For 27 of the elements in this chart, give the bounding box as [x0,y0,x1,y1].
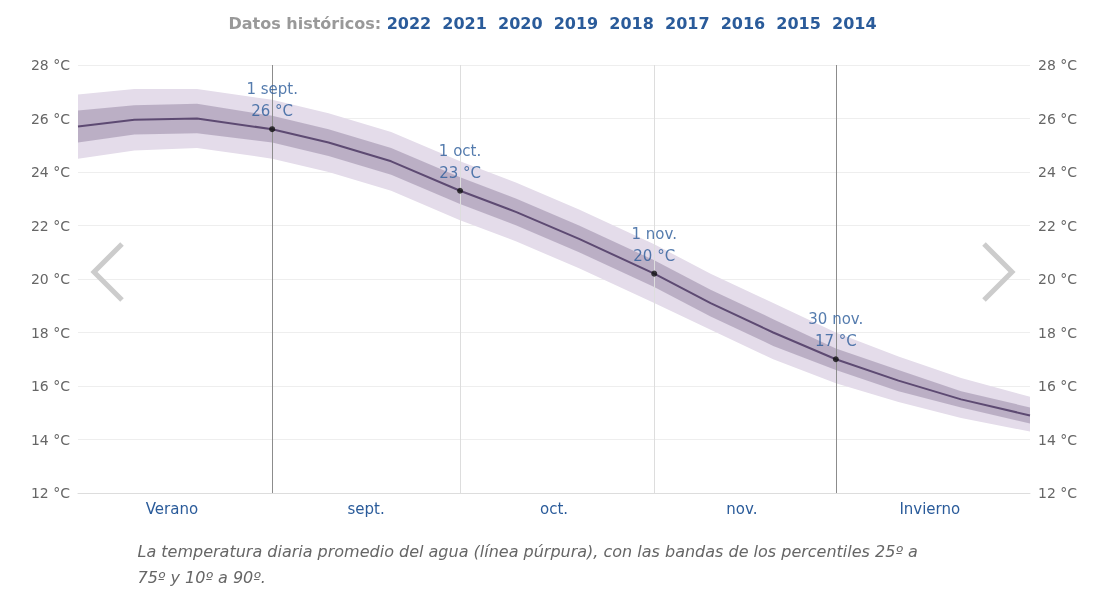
y-tick-label: 24 °C [30,164,71,180]
y2-tick-label: 14 °C [1038,431,1078,448]
x-tick-label: Invierno [899,499,961,518]
y2-tick-label: 24 °C [1038,164,1078,180]
y2-tick-label: 20 °C [1038,271,1078,287]
text: La temperatura diaria promedio del agua (línea púrpura), con las bandas de los percentiles 25º a 75º y 10º a 90º. [137,541,923,587]
y-tick-label: 28 °C [30,57,71,73]
y-tick-label: 14 °C [30,431,71,448]
y2-tick-label: 22 °C [1038,217,1078,234]
annotation: 1 oct. 23 °C [438,141,482,182]
y-tick-label: 18 °C [30,324,71,341]
y2-tick-label: 18 °C [1038,324,1078,341]
y2-tick-label: 16 °C [1038,378,1078,394]
x-tick-label: sept. [347,499,385,518]
y2-tick-label: 12 °C [1038,485,1078,501]
annotation: 1 nov. 20 °C [631,224,677,265]
y-tick-label: 22 °C [30,217,71,234]
y-tick-label: 20 °C [30,271,71,287]
y-tick-label: 26 °C [30,110,71,127]
y-tick-label: 16 °C [30,378,71,394]
x-tick-label: nov. [726,499,758,518]
chart-title: Datos históricos: 2022 2021 2020 2019 2018 2017 2016 2015 2014 [228,13,877,33]
x-tick-label: oct. [539,499,569,518]
y2-tick-label: 28 °C [1038,57,1078,73]
y2-tick-label: 26 °C [1038,110,1078,127]
x-tick-label: Verano [145,499,199,518]
y-tick-label: 12 °C [30,485,71,501]
